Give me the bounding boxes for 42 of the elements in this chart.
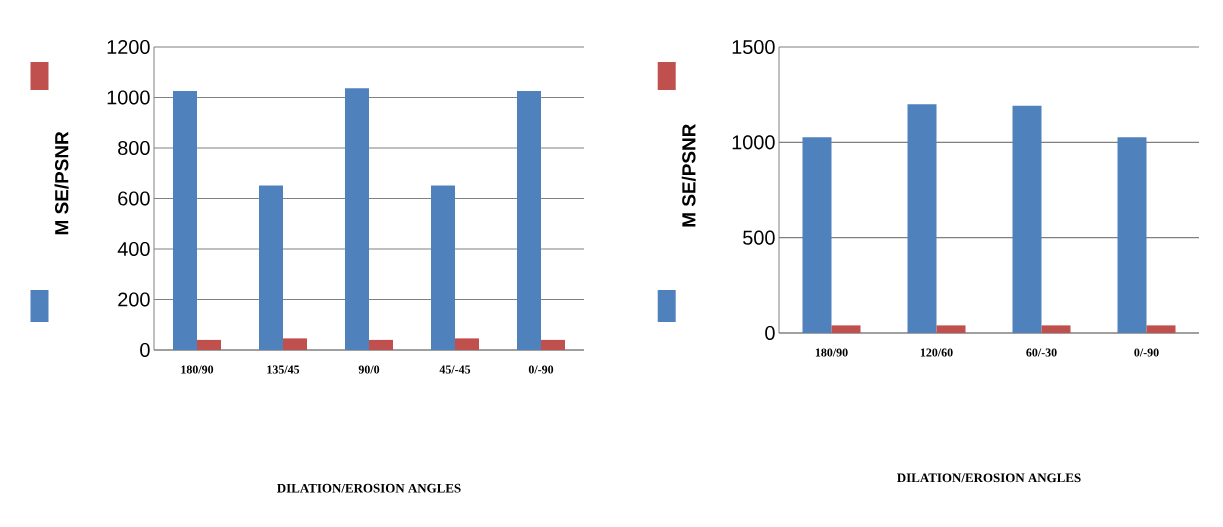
x-tick-label: 60/-30 <box>1026 348 1057 357</box>
x-tick-label: 90/0 <box>358 365 380 374</box>
x-tick-label: 180/90 <box>815 348 848 357</box>
y-tick-label: 200 <box>118 292 150 307</box>
bar <box>259 185 283 350</box>
y-axis-title: M SE/PSNR <box>54 131 69 235</box>
x-tick-label: 0/-90 <box>528 365 554 374</box>
y-tick-label: 1200 <box>107 39 150 55</box>
bar <box>1146 325 1176 333</box>
x-tick-label: 0/-90 <box>1134 348 1159 357</box>
y-tick-label: 600 <box>118 191 150 206</box>
bar <box>1012 105 1042 333</box>
x-tick-label: 45/-45 <box>439 365 471 374</box>
bar <box>173 90 197 350</box>
bar <box>345 88 369 350</box>
bar <box>431 185 455 350</box>
y-tick-label: 1000 <box>732 135 775 150</box>
bar <box>936 325 966 333</box>
bar <box>541 339 565 350</box>
x-tick-label: 135/45 <box>267 365 300 374</box>
bar <box>455 338 479 350</box>
bar <box>1117 137 1147 333</box>
y-tick-label: 1000 <box>107 90 150 105</box>
bar <box>831 325 861 333</box>
x-tick-label: 120/60 <box>920 348 953 357</box>
bar <box>1041 325 1071 333</box>
x-axis-title: DILATION/EROSION ANGLES <box>277 483 461 493</box>
x-axis-title: DILATION/EROSION ANGLES <box>897 473 1081 483</box>
bar <box>283 338 307 350</box>
y-axis-title: M SE/PSNR <box>681 124 696 227</box>
bar <box>517 90 541 350</box>
bar <box>197 339 221 350</box>
bar <box>907 104 937 333</box>
y-tick-label: 800 <box>118 140 150 156</box>
y-tick-label: 1500 <box>732 39 775 55</box>
bar <box>369 339 393 350</box>
x-tick-label: 180/90 <box>181 365 214 374</box>
y-tick-label: 500 <box>743 230 775 245</box>
bar <box>802 137 832 333</box>
y-tick-label: 0 <box>765 325 775 341</box>
y-tick-label: 0 <box>140 342 150 358</box>
y-tick-label: 400 <box>117 241 150 257</box>
